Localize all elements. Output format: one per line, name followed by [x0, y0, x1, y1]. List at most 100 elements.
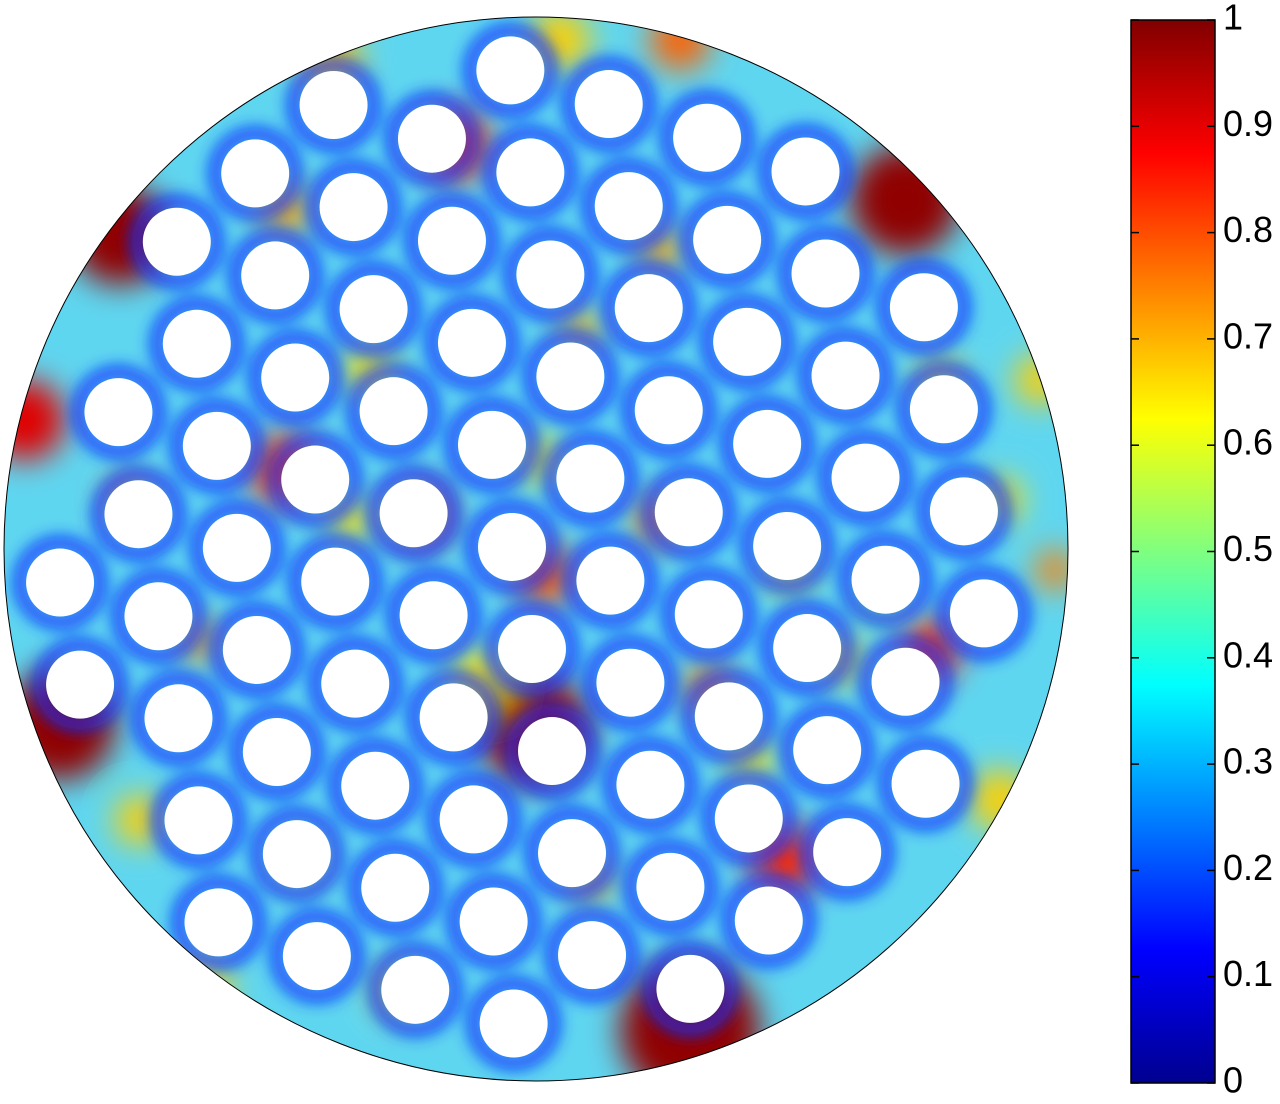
colorbar-tick-label: 0.3 [1223, 741, 1273, 782]
hole-ring [367, 467, 460, 560]
hole [576, 546, 645, 615]
hole-ring [781, 704, 874, 797]
hole-ring [92, 468, 185, 561]
hole [299, 71, 368, 140]
colorbar-tick-label: 0 [1223, 1060, 1243, 1101]
hole-ring [347, 365, 440, 458]
hole [673, 103, 742, 172]
hole-ring [624, 840, 717, 933]
hole-ring [170, 399, 263, 492]
hole-ring [270, 910, 363, 1003]
hole-ring [879, 737, 972, 830]
hole-ring [702, 772, 795, 865]
colorbar-tick-label: 1 [1223, 0, 1243, 38]
hole-ring [546, 909, 639, 1002]
hot-spot [970, 770, 1030, 830]
hole-ring [405, 194, 498, 287]
hole [281, 445, 350, 514]
hole-ring [564, 534, 657, 627]
hole [909, 375, 978, 444]
hot-spot [850, 145, 960, 255]
hole [516, 240, 585, 309]
hole [202, 513, 271, 582]
hole-ring [524, 330, 617, 423]
hole [379, 479, 448, 548]
hole [556, 444, 625, 513]
hole [261, 343, 330, 412]
hole-ring [722, 874, 815, 967]
hole-ring [307, 161, 400, 254]
hole [498, 615, 566, 683]
hole [242, 718, 311, 787]
hole [734, 886, 803, 955]
colorbar [1130, 19, 1216, 1084]
hole [282, 922, 351, 991]
hole-ring [210, 603, 303, 696]
hole-ring [937, 567, 1030, 660]
hole-ring [484, 126, 577, 219]
hole [222, 615, 291, 684]
hole [301, 547, 370, 616]
hole-ring [465, 500, 558, 593]
hole-ring [584, 636, 677, 729]
hole [419, 683, 488, 752]
hole [518, 717, 587, 786]
hole-ring [467, 977, 560, 1070]
hole [144, 684, 213, 753]
hole [636, 852, 705, 921]
hole [397, 104, 466, 173]
hole [339, 275, 408, 344]
hole [124, 582, 193, 651]
hole-ring [112, 570, 205, 663]
hole [476, 36, 545, 105]
hole-ring [661, 91, 754, 184]
hole [574, 70, 643, 139]
hole-ring [172, 876, 265, 969]
disk-border [3, 16, 1069, 1082]
hole [656, 954, 725, 1023]
hole [496, 138, 565, 207]
hole-ring [209, 127, 302, 220]
hole-ring [150, 297, 243, 390]
hole [536, 342, 605, 411]
hole-ring [504, 228, 597, 321]
hole-ring [917, 465, 1010, 558]
hole [771, 137, 840, 206]
hot-spot [170, 960, 230, 1020]
hole-ring [425, 296, 518, 389]
hole [713, 307, 782, 376]
hole-ring [387, 569, 480, 662]
hole-ring [349, 841, 442, 934]
hole-ring [839, 533, 932, 626]
hole-ring [662, 568, 755, 661]
hole [871, 647, 940, 716]
hole [851, 545, 920, 614]
hole [457, 410, 526, 479]
hole-ring [582, 160, 675, 253]
hole-ring [309, 637, 402, 730]
colorbar-tick-label: 0.7 [1223, 315, 1273, 356]
hole [614, 274, 683, 343]
hole [162, 309, 231, 378]
hole-ring [819, 431, 912, 524]
hole-ring [526, 807, 619, 900]
hole-ring [190, 501, 283, 594]
hole-ring [544, 432, 637, 525]
colorbar-tick-label: 0.4 [1223, 634, 1273, 675]
hole-ring [327, 263, 420, 356]
hole-ring [682, 670, 775, 763]
hole-ring [407, 671, 500, 764]
colorbar-tick-label: 0.1 [1223, 953, 1273, 994]
hole-ring [897, 363, 990, 456]
hole [813, 818, 882, 887]
hole [26, 548, 95, 617]
hole [399, 581, 468, 650]
hole [439, 785, 508, 854]
hole-ring [761, 602, 854, 695]
hole-ring [464, 24, 557, 117]
hole [359, 377, 428, 446]
field-map [4, 17, 1068, 1081]
hole-ring [779, 227, 872, 320]
hole-ring [759, 125, 852, 218]
